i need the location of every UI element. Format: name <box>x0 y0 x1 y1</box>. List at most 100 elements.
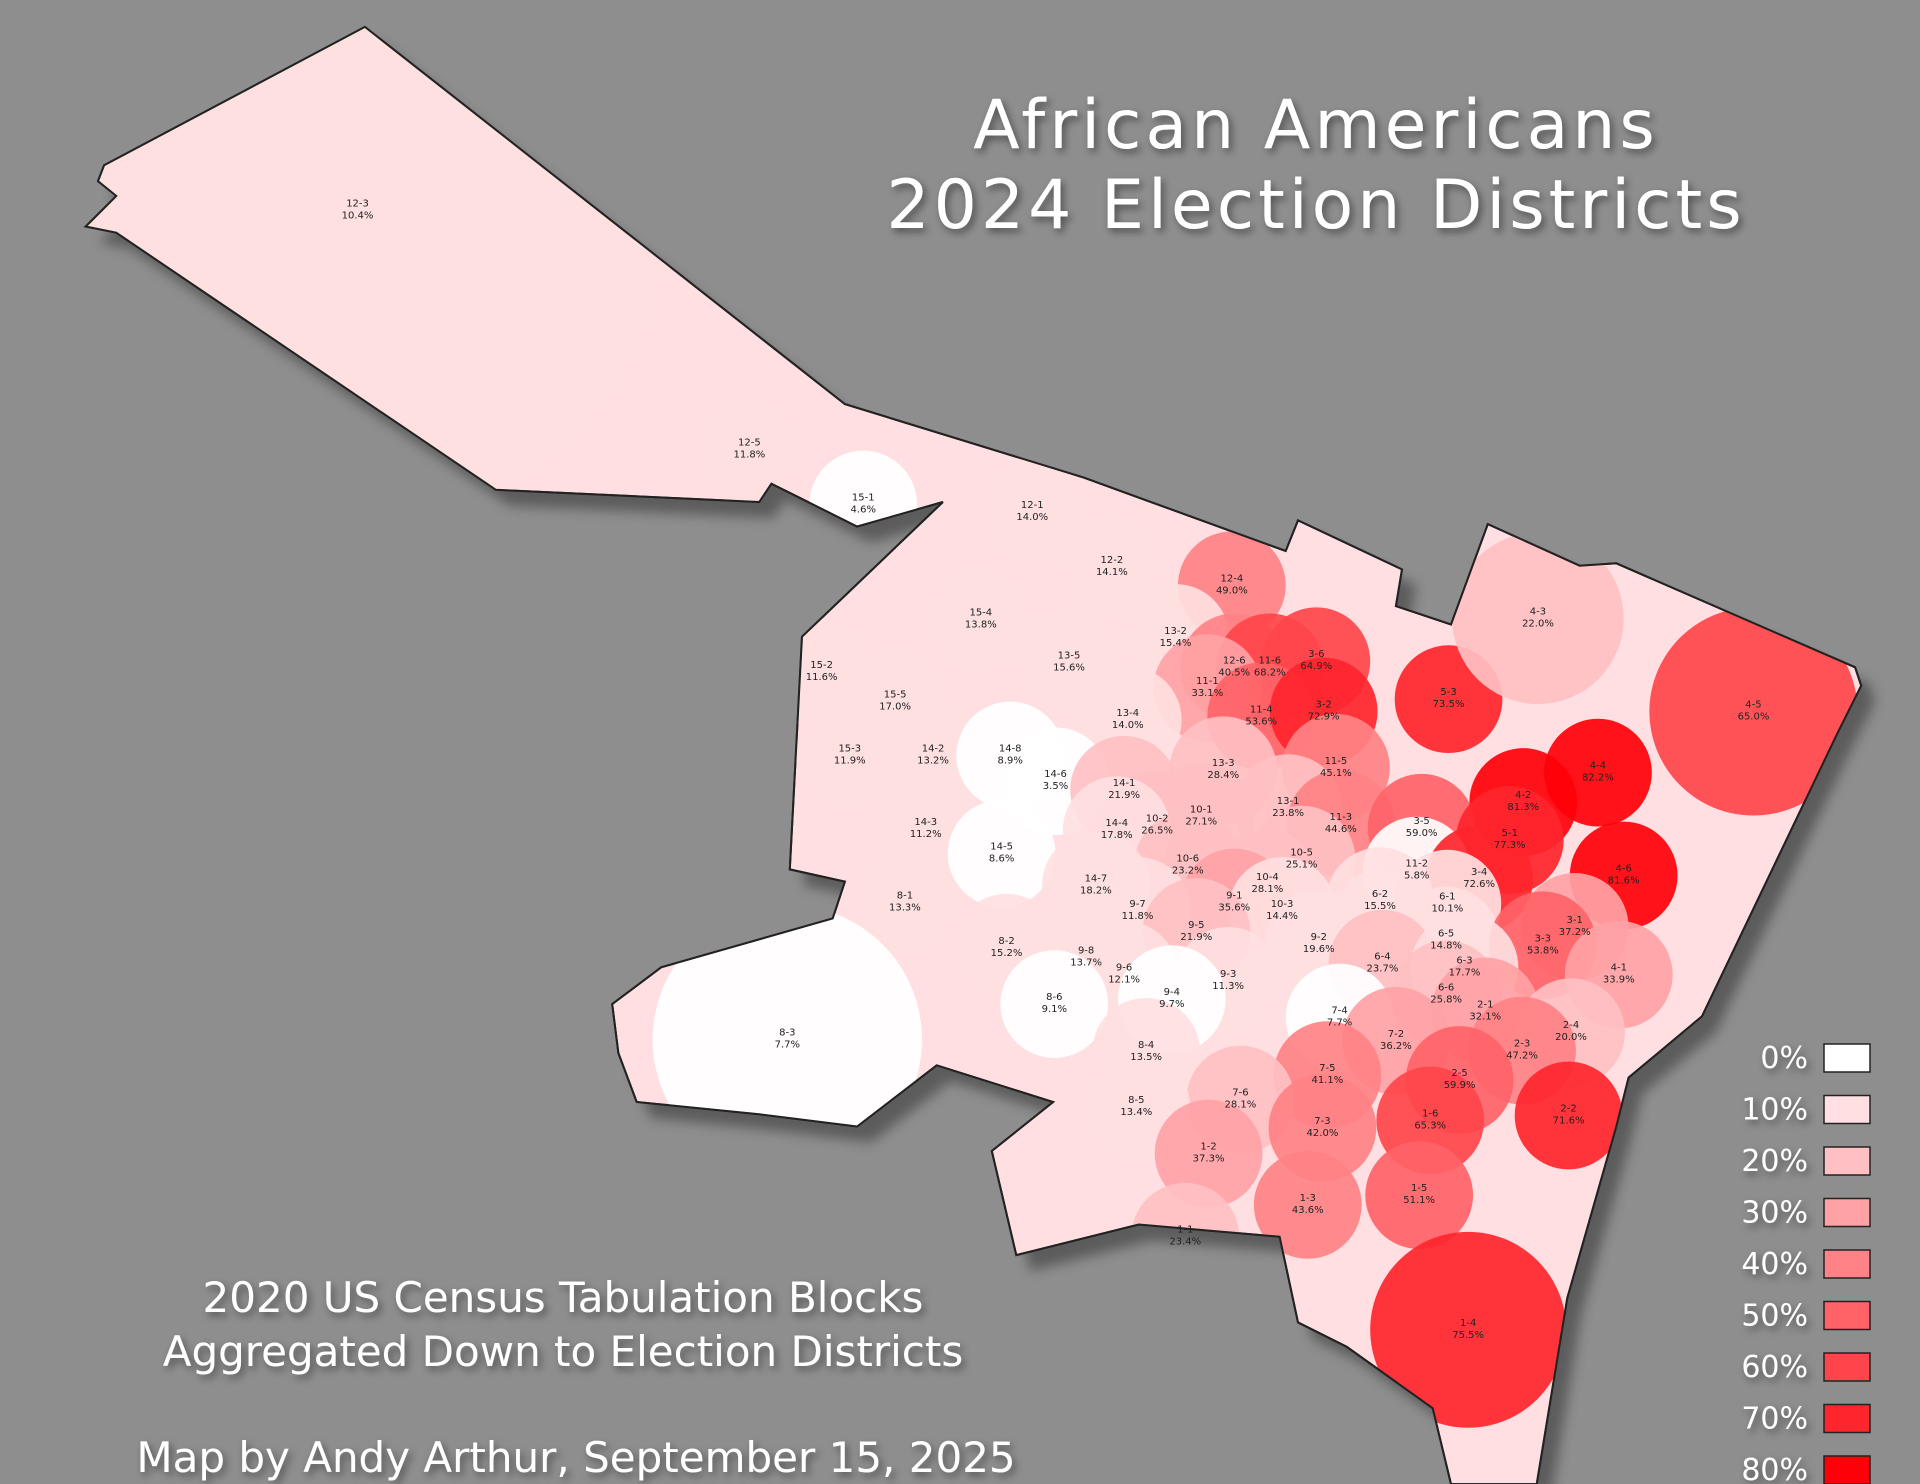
district-name: 9-8 <box>1078 946 1094 957</box>
legend-swatch <box>1823 1197 1871 1228</box>
district-share: 15.6% <box>1053 662 1085 673</box>
district-name: 5-1 <box>1502 828 1518 839</box>
district-name: 8-4 <box>1138 1040 1154 1051</box>
district-name: 6-2 <box>1372 889 1388 900</box>
note-line: 2020 US Census Tabulation Blocks <box>203 1273 924 1322</box>
district-share: 13.2% <box>917 756 949 767</box>
district-share: 13.3% <box>889 902 921 913</box>
district-share: 22.0% <box>1522 618 1554 629</box>
district-share: 53.6% <box>1245 716 1277 727</box>
district-share: 7.7% <box>775 1040 800 1051</box>
district-share: 33.9% <box>1603 975 1635 986</box>
district-name: 4-3 <box>1530 606 1546 617</box>
legend-swatch <box>1823 1352 1871 1382</box>
district-name: 3-1 <box>1567 915 1583 926</box>
district-area <box>1452 532 1624 705</box>
district-share: 41.1% <box>1311 1075 1343 1086</box>
district-share: 73.5% <box>1433 699 1465 710</box>
district-name: 8-6 <box>1046 992 1062 1003</box>
district-name: 13-2 <box>1164 626 1187 637</box>
district-name: 2-5 <box>1451 1068 1467 1079</box>
district-share: 11.8% <box>733 449 765 460</box>
district-share: 14.8% <box>1430 940 1462 951</box>
district-name: 9-5 <box>1188 920 1204 931</box>
district-share: 25.8% <box>1430 994 1462 1005</box>
district-share: 11.9% <box>834 756 866 767</box>
district-name: 3-6 <box>1308 649 1324 660</box>
district-name: 7-5 <box>1319 1063 1335 1074</box>
district-share: 4.6% <box>851 504 876 515</box>
district-name: 11-4 <box>1250 704 1273 715</box>
district-share: 21.9% <box>1108 790 1140 801</box>
district-name: 10-5 <box>1290 848 1313 859</box>
district-name: 4-6 <box>1616 864 1632 875</box>
district-share: 19.6% <box>1303 944 1335 955</box>
district-share: 8.9% <box>998 756 1023 767</box>
district-name: 4-1 <box>1611 963 1627 974</box>
district-name: 11-1 <box>1196 676 1219 687</box>
title-line: 2024 Election Districts <box>886 166 1745 245</box>
district-share: 14.0% <box>1016 512 1048 523</box>
district-name: 12-4 <box>1220 573 1243 584</box>
district-share: 65.0% <box>1738 711 1770 722</box>
legend-label: 10% <box>1741 1093 1808 1128</box>
district-name: 14-7 <box>1085 873 1108 884</box>
district-name: 11-5 <box>1325 756 1348 767</box>
district-share: 21.9% <box>1180 932 1212 943</box>
district-name: 14-3 <box>914 817 937 828</box>
district-name: 7-6 <box>1232 1088 1248 1099</box>
district-area <box>795 701 904 810</box>
district-name: 10-2 <box>1146 813 1169 824</box>
district-name: 12-5 <box>738 437 761 448</box>
district-name: 10-6 <box>1176 854 1199 865</box>
district-name: 15-3 <box>838 744 861 755</box>
district-name: 12-6 <box>1223 655 1246 666</box>
district-share: 11.8% <box>1122 911 1154 922</box>
district-share: 15.2% <box>991 948 1023 959</box>
district-share: 37.2% <box>1559 927 1591 938</box>
district-name: 14-1 <box>1113 778 1136 789</box>
note-line: Aggregated Down to Election Districts <box>163 1327 964 1376</box>
district-share: 35.6% <box>1218 902 1250 913</box>
district-name: 3-3 <box>1535 933 1551 944</box>
district-share: 81.3% <box>1507 802 1539 813</box>
district-name: 11-2 <box>1405 859 1428 870</box>
district-name: 14-4 <box>1105 818 1128 829</box>
district-area <box>1365 1141 1474 1249</box>
district-area <box>652 904 923 1175</box>
district-name: 3-5 <box>1413 816 1429 827</box>
district-name: 3-2 <box>1316 699 1332 710</box>
district-share: 20.0% <box>1555 1032 1587 1043</box>
district-area <box>1253 1151 1362 1259</box>
legend-label: 80% <box>1741 1453 1808 1484</box>
district-name: 1-2 <box>1200 1141 1216 1152</box>
legend-swatch <box>1823 1300 1871 1331</box>
district-name: 11-6 <box>1258 655 1281 666</box>
district-share: 11.3% <box>1212 981 1244 992</box>
district-name: 14-6 <box>1044 769 1067 780</box>
district-share: 11.2% <box>910 829 942 840</box>
district-name: 9-6 <box>1116 963 1132 974</box>
legend-label: 60% <box>1741 1350 1808 1385</box>
district-name: 1-6 <box>1422 1108 1438 1119</box>
legend-label: 0% <box>1760 1041 1808 1076</box>
district-name: 3-4 <box>1471 867 1487 878</box>
district-name: 10-3 <box>1271 899 1294 910</box>
district-name: 11-3 <box>1329 812 1352 823</box>
district-name: 10-4 <box>1256 872 1279 883</box>
district-share: 3.5% <box>1043 781 1068 792</box>
district-name: 4-4 <box>1590 761 1606 772</box>
district-share: 9.1% <box>1042 1004 1067 1015</box>
district-name: 2-1 <box>1477 999 1493 1010</box>
title-line: African Americans <box>973 86 1659 165</box>
district-share: 5.8% <box>1404 871 1429 882</box>
district-share: 65.3% <box>1414 1120 1446 1131</box>
district-area <box>978 457 1087 566</box>
district-name: 1-5 <box>1411 1183 1427 1194</box>
district-share: 42.0% <box>1307 1128 1339 1139</box>
legend-swatch <box>1823 1146 1871 1176</box>
district-name: 8-2 <box>998 936 1014 947</box>
district-name: 9-4 <box>1164 987 1180 998</box>
legend-swatch <box>1823 1249 1871 1279</box>
